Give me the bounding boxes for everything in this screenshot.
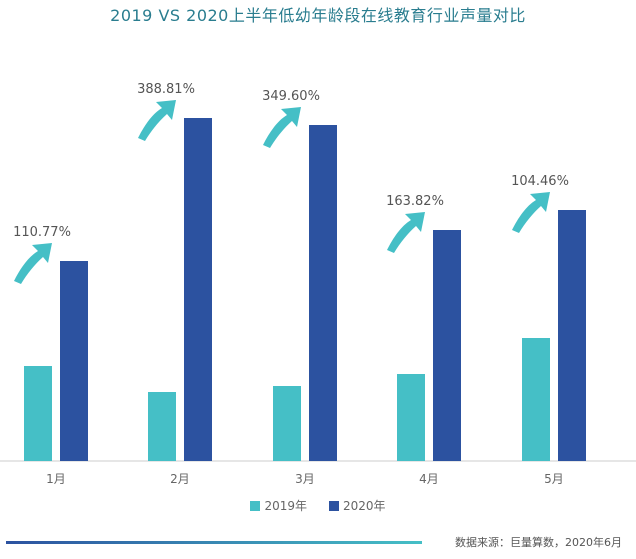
growth-label-1: 110.77% <box>13 225 71 240</box>
legend-item-2019: 2019年 <box>250 497 307 514</box>
bar-2019-2 <box>148 392 176 461</box>
growth-arrow-shape <box>387 212 425 253</box>
data-source-note: 数据来源：巨量算数，2020年6月 <box>455 536 622 549</box>
growth-arrow-icon <box>387 212 425 253</box>
x-tick-label-3: 3月 <box>295 472 315 486</box>
chart-title: 2019 VS 2020上半年低幼年龄段在线教育行业声量对比 <box>110 6 526 25</box>
growth-arrow-shape <box>512 192 550 233</box>
x-tick-label-4: 4月 <box>419 472 439 486</box>
growth-label-5: 104.46% <box>511 174 569 189</box>
legend: 2019年 2020年 <box>0 497 636 514</box>
bar-2020-1 <box>60 261 88 461</box>
bar-2020-2 <box>184 118 212 461</box>
x-tick-label-1: 1月 <box>46 472 66 486</box>
growth-arrow-shape <box>263 107 301 148</box>
legend-swatch-2019 <box>250 500 261 511</box>
bar-2020-4 <box>433 230 461 461</box>
bar-2020-5 <box>558 210 586 461</box>
growth-arrow-shape <box>138 100 176 141</box>
legend-swatch-2020 <box>329 500 339 511</box>
bar-2019-4 <box>397 374 425 461</box>
growth-arrow-icon <box>263 107 301 148</box>
bar-2019-1 <box>24 366 52 461</box>
legend-label-2019: 2019年 <box>264 499 307 513</box>
growth-label-2: 388.81% <box>137 82 195 97</box>
bar-2019-3 <box>273 386 301 461</box>
x-tick-label-5: 5月 <box>544 472 564 486</box>
x-tick-label-2: 2月 <box>170 472 190 486</box>
growth-label-4: 163.82% <box>386 194 444 209</box>
legend-label-2020: 2020年 <box>343 499 386 513</box>
growth-label-3: 349.60% <box>262 89 320 104</box>
growth-arrow-shape <box>14 243 52 284</box>
growth-arrow-icon <box>138 100 176 141</box>
growth-arrow-icon <box>512 192 550 233</box>
bar-2019-5 <box>522 338 550 461</box>
bar-2020-3 <box>309 125 337 461</box>
growth-arrow-icon <box>14 243 52 284</box>
footer-gradient-line <box>6 541 422 544</box>
legend-item-2020: 2020年 <box>329 497 386 514</box>
